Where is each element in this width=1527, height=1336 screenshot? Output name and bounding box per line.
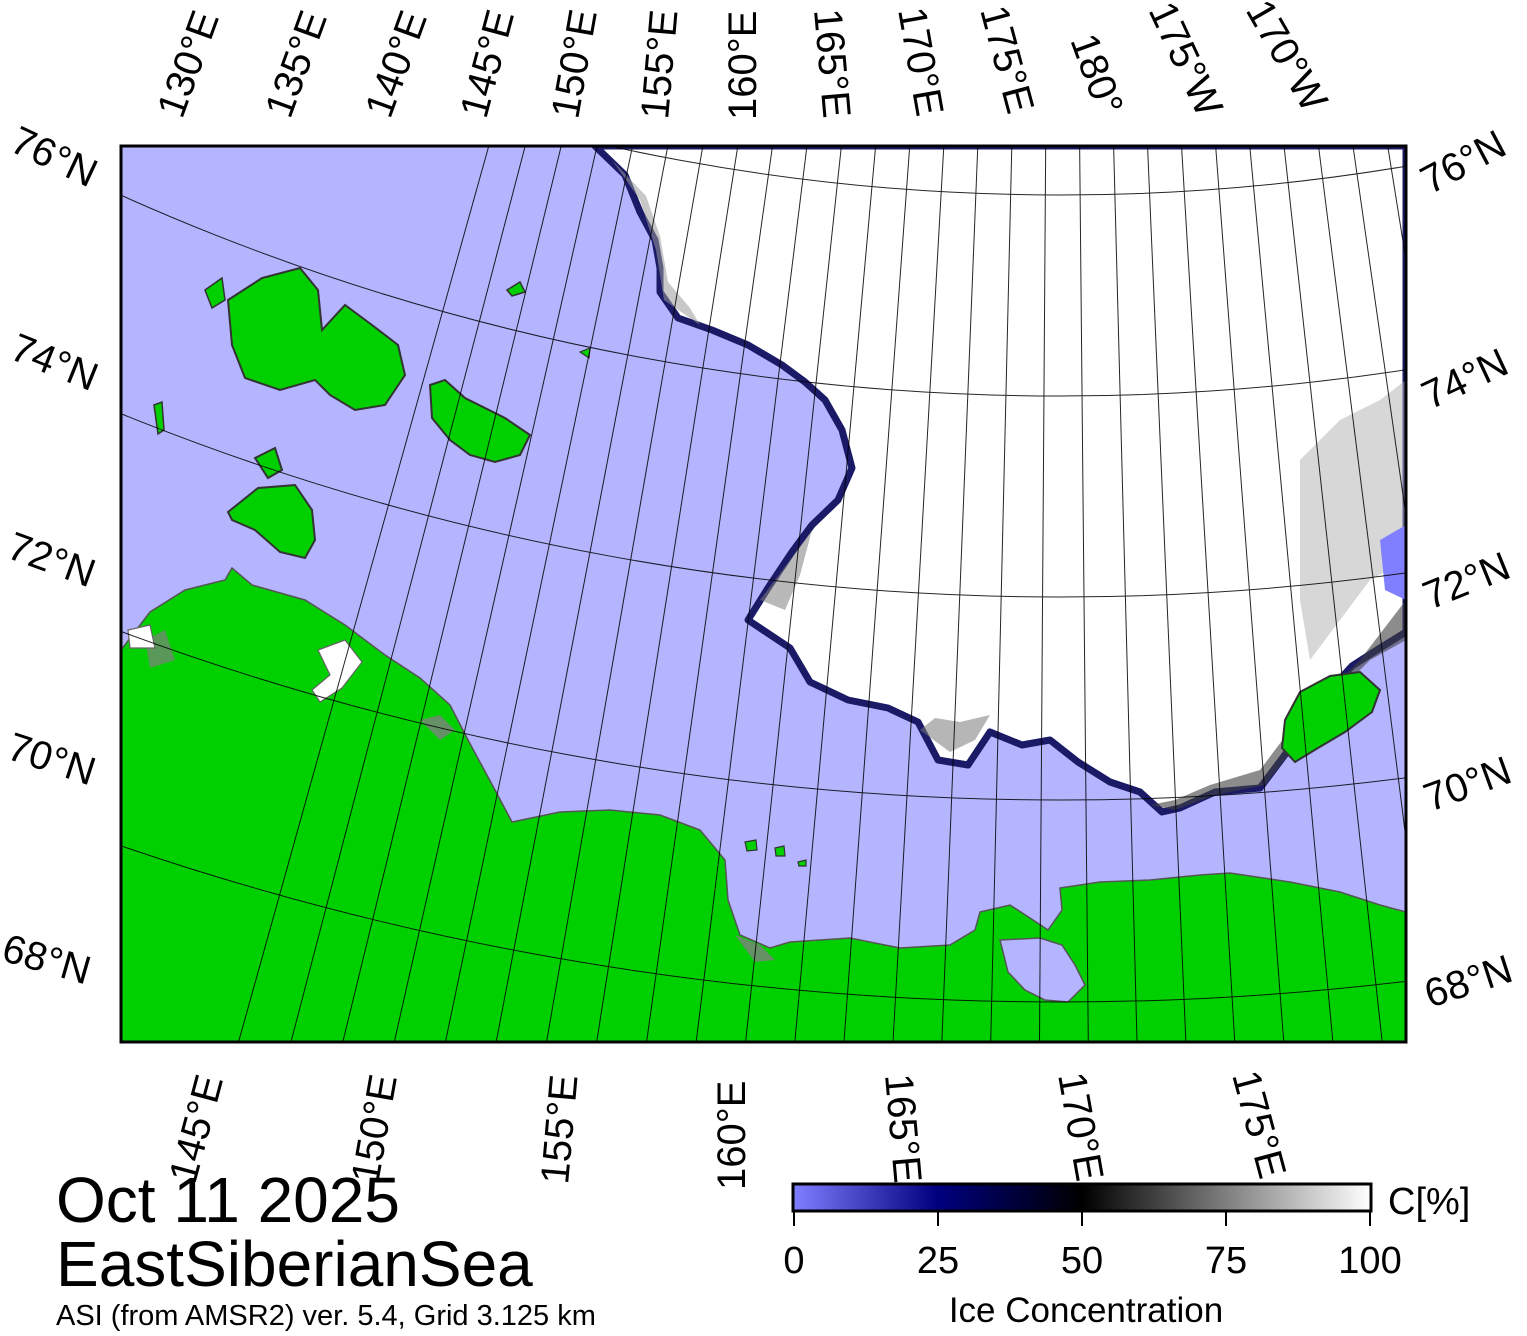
ice-edge-shading [760,530,812,610]
colorbar-tick-label: 0 [783,1240,804,1282]
lat-label-left: 74°N [5,326,104,400]
region-name: EastSiberianSea [56,1228,533,1300]
meridian-line [1038,146,1047,1042]
meridian-line [941,146,979,1042]
island-wrangel [1280,670,1382,764]
meridian-line [695,146,808,1042]
lon-label-top: 135°E [257,5,336,123]
meridian-line [794,146,877,1042]
lon-label-top: 145°E [452,5,523,122]
chaun-bay [999,937,1086,1003]
graticule [121,146,1406,1042]
meridian-line [646,146,773,1042]
lon-label-top: 170°E [889,4,951,119]
lon-label-bottom: 175°E [1223,1066,1294,1183]
island-new-siberia [428,378,532,464]
meridian-line [843,146,911,1042]
lon-label-top: 175°W [1140,0,1231,123]
meridian-line [342,146,562,1042]
meridian-line [1215,146,1285,1042]
colorbar-title: Ice Concentration [949,1291,1223,1330]
island-bennett [505,280,527,297]
lon-label-top: 165°E [805,7,858,120]
island-bear [797,859,807,867]
right-latitude-labels: 76°N 74°N 72°N 70°N 68°N [1414,122,1518,1016]
meridian-line [1283,146,1383,1042]
meridian-line [990,146,1013,1042]
lat-label-left: 68°N [0,926,96,993]
land-lake [127,624,156,649]
ice-edge-shading [920,715,990,752]
lon-label-top: 175°E [971,1,1042,118]
lon-label-bottom: 155°E [533,1073,586,1186]
island-bolshoy-lyakhovsky [226,483,317,560]
meridian-line [892,146,945,1042]
lat-label-left: 72°N [2,524,101,596]
colorbar: 0 25 50 75 100 C[%] Ice Concentration [783,1181,1470,1330]
meridian-line [444,146,634,1042]
island-stolbovoy [153,400,165,436]
lon-label-top: 155°E [633,8,686,121]
meridian-line [1181,146,1236,1042]
lon-label-top: 160°E [721,11,765,120]
meridian-line [238,146,490,1042]
open-water-pocket [1380,525,1406,600]
lat-label-right: 74°N [1415,341,1515,419]
colorbar-tick-label: 50 [1061,1240,1103,1282]
map-frame [119,144,1408,1044]
colorbar-tick-label: 100 [1338,1240,1401,1282]
lon-label-top: 180° [1062,28,1132,121]
colorbar-unit: C[%] [1388,1181,1470,1223]
meridian-line [290,146,526,1042]
colorbar-tick-label: 75 [1205,1240,1247,1282]
island-kotelny [226,266,407,412]
island-bear [744,839,758,852]
lat-label-right: 76°N [1414,122,1514,203]
lat-label-right: 68°N [1419,947,1518,1016]
lat-label-right: 70°N [1418,749,1517,821]
meridian-line [745,146,842,1042]
meridian-line [1147,146,1187,1042]
meridian-line [495,146,669,1042]
ice-edge-shading [612,160,700,325]
meridian-line [1249,146,1334,1042]
island-small [204,276,226,310]
land-lake [311,639,363,703]
meridian-line [1317,146,1406,843]
lat-label-left: 70°N [2,725,101,794]
meridian-line [596,146,739,1042]
island-bear [774,845,786,857]
ice-edge-shading [1150,600,1406,810]
map-date: Oct 11 2025 [56,1164,400,1236]
lon-label-bottom: 170°E [1049,1069,1111,1184]
lon-label-top: 130°E [149,5,228,123]
colorbar-gradient [791,1182,1373,1213]
meridian-line [546,146,704,1042]
lon-label-top: 150°E [544,6,606,121]
ice-edge-shading [1300,380,1406,660]
meridian-line [1079,146,1089,1042]
lon-label-bottom: 165°E [876,1072,929,1185]
colorbar-tick-label: 25 [917,1240,959,1282]
left-latitude-labels: 76°N 74°N 72°N 70°N 68°N [0,118,104,993]
coast-gray [735,935,775,962]
lon-label-bottom: 160°E [710,1081,754,1190]
lon-label-top: 170°W [1237,0,1335,119]
meridian-line [1352,146,1406,520]
data-source: ASI (from AMSR2) ver. 5.4, Grid 3.125 km [56,1300,596,1332]
lat-label-left: 76°N [4,118,104,196]
meridian-line [1113,146,1138,1042]
top-longitude-labels: 130°E 135°E 140°E 145°E 150°E 155°E 160°… [149,0,1336,123]
lat-label-right: 72°N [1417,544,1516,618]
lon-label-top: 140°E [357,5,436,123]
meridian-line [393,146,598,1042]
